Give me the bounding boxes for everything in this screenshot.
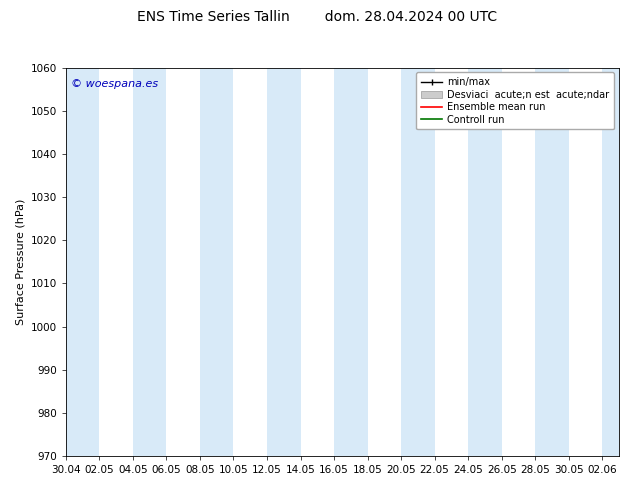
Bar [200,68,233,456]
Bar [468,68,501,456]
Bar [66,68,100,456]
Bar [602,68,634,456]
Text: © woespana.es: © woespana.es [72,79,158,89]
Legend: min/max, Desviaci  acute;n est  acute;ndar, Ensemble mean run, Controll run: min/max, Desviaci acute;n est acute;ndar… [416,73,614,129]
Text: ENS Time Series Tallin        dom. 28.04.2024 00 UTC: ENS Time Series Tallin dom. 28.04.2024 0… [137,10,497,24]
Bar [133,68,166,456]
Bar [535,68,569,456]
Bar [401,68,435,456]
Bar [334,68,368,456]
Bar [267,68,301,456]
Y-axis label: Surface Pressure (hPa): Surface Pressure (hPa) [15,198,25,325]
